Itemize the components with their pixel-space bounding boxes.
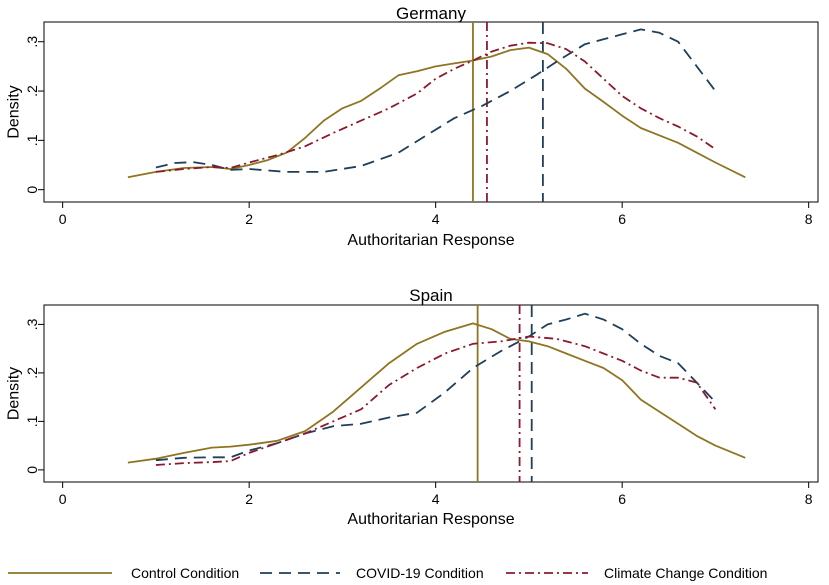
spain-x-tick-label: 0 xyxy=(59,491,67,507)
spain-plot-frame xyxy=(43,304,819,483)
germany-density-covid-19-condition xyxy=(155,28,717,173)
germany-x-tick-label: 4 xyxy=(432,211,440,227)
spain-x-axis-title: Authoritarian Response xyxy=(347,511,514,528)
germany-y-tick-label: .1 xyxy=(24,134,40,146)
legend-label-control-condition: Control Condition xyxy=(131,565,239,581)
germany-density-climate-change-condition xyxy=(155,41,716,173)
spain-y-axis-title: Density xyxy=(6,367,23,420)
germany-x-tick-label: 8 xyxy=(805,211,813,227)
spain-panel: Spain 0 2 4 6 8 0 .1 .2 .3 Authoritarian Response D… xyxy=(6,286,819,528)
legend: Control Condition COVID-19 Condition Clima… xyxy=(8,565,767,581)
germany-x-tick-label: 2 xyxy=(245,211,253,227)
germany-y-tick-label: .3 xyxy=(24,36,40,48)
legend-label-climate-change-condition: Climate Change Condition xyxy=(604,565,767,581)
germany-y-tick-label: 0 xyxy=(24,186,40,194)
spain-density-climate-change-condition xyxy=(155,335,717,466)
germany-panel: Germany 0 2 4 6 8 0 .1 .2 .3 Authoritarian Respons… xyxy=(6,4,819,249)
germany-density-control-condition xyxy=(127,46,746,179)
spain-y-tick-label: .3 xyxy=(24,318,40,330)
germany-y-axis-title: Density xyxy=(6,85,23,138)
spain-x-tick-label: 2 xyxy=(245,491,253,507)
germany-plot-frame xyxy=(43,21,819,203)
legend-label-covid-19-condition: COVID-19 Condition xyxy=(356,565,484,581)
germany-y-tick-label: .2 xyxy=(24,85,40,97)
spain-y-tick-label: .1 xyxy=(24,415,40,427)
spain-density-control-condition xyxy=(127,322,746,464)
spain-title: Spain xyxy=(409,286,452,305)
germany-x-tick-label: 6 xyxy=(618,211,626,227)
spain-x-tick-label: 4 xyxy=(432,491,440,507)
spain-y-tick-label: 0 xyxy=(24,466,40,474)
spain-y-tick-label: .2 xyxy=(24,367,40,379)
germany-x-axis-title: Authoritarian Response xyxy=(347,232,514,249)
germany-title: Germany xyxy=(396,4,466,23)
spain-x-tick-label: 8 xyxy=(805,491,813,507)
spain-x-tick-label: 6 xyxy=(618,491,626,507)
germany-x-tick-label: 0 xyxy=(59,211,67,227)
